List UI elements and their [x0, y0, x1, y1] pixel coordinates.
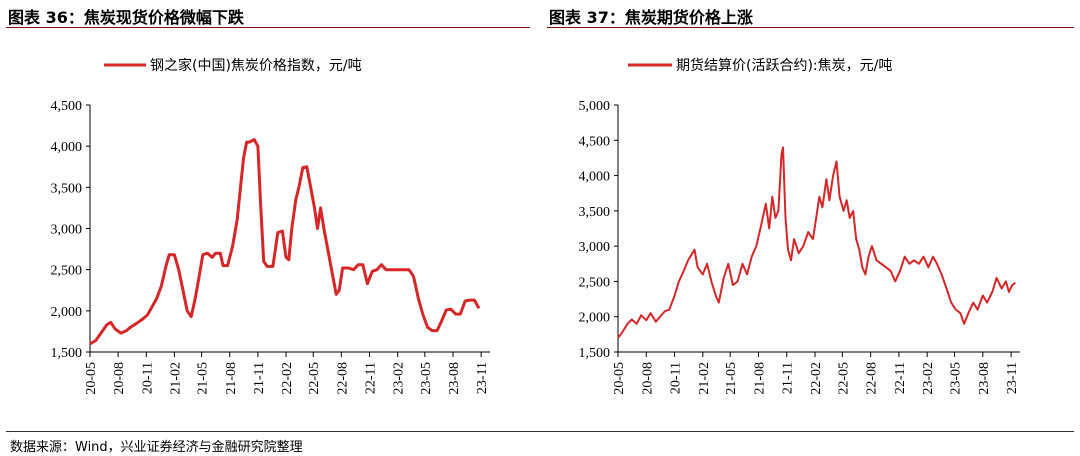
x-tick-label: 21-02 [697, 362, 712, 395]
chart-legend: 期货结算价(活跃合约):焦炭，元/吨 [628, 57, 892, 74]
series-line [89, 138, 481, 346]
x-tick-label: 21-05 [196, 362, 211, 395]
x-tick-label: 20-11 [140, 362, 155, 394]
x-tick-label: 21-02 [168, 362, 183, 395]
x-tick-label: 22-11 [893, 362, 908, 394]
y-tick-label: 1,500 [51, 346, 83, 361]
legend-label: 期货结算价(活跃合约):焦炭，元/吨 [676, 57, 892, 74]
line-chart-coke-spot: 钢之家(中国)焦炭价格指数，元/吨 1,500 2,000 2,500 3,000 3,… [51, 57, 491, 395]
x-tick-label: 23-02 [921, 362, 936, 395]
title-rule-right [547, 27, 1074, 28]
y-tick-label: 2,500 [51, 264, 83, 279]
y-tick-label: 4,000 [51, 140, 83, 155]
y-tick-label: 4,500 [579, 134, 611, 149]
y-tick-label: 3,000 [51, 223, 83, 238]
y-tick-label: 5,000 [579, 99, 611, 114]
x-tick-label: 21-11 [252, 362, 267, 394]
x-tick-label: 21-11 [781, 362, 796, 394]
x-tick-label: 23-11 [475, 362, 490, 394]
title-rule-left [6, 27, 530, 28]
x-tick-label: 22-08 [335, 362, 350, 395]
x-tick-label: 20-05 [84, 362, 99, 395]
x-tick-label: 22-05 [836, 362, 851, 395]
x-axis: 20-05 20-08 20-11 21-02 21-05 21-08 21-11 22-02… [612, 351, 1020, 395]
x-tick-label: 23-05 [949, 362, 964, 395]
legend-label: 钢之家(中国)焦炭价格指数，元/吨 [150, 57, 362, 74]
x-tick-label: 22-02 [280, 362, 295, 395]
footer-rule [6, 431, 1074, 432]
source-note: 数据来源：Wind，兴业证券经济与金融研究院整理 [10, 440, 303, 455]
x-tick-label: 20-11 [669, 362, 684, 394]
x-tick-label: 23-11 [1005, 362, 1020, 394]
x-tick-label: 23-08 [977, 362, 992, 395]
x-tick-label: 23-02 [392, 362, 407, 395]
chart-title-right: 图表 37：焦炭期货价格上涨 [549, 8, 753, 27]
y-tick-label: 2,500 [579, 275, 611, 290]
chart-title-left: 图表 36：焦炭现货价格微幅下跌 [8, 8, 244, 27]
x-tick-label: 22-11 [364, 362, 379, 394]
x-tick-label: 22-05 [307, 362, 322, 395]
y-tick-label: 4,000 [579, 170, 611, 185]
y-tick-label: 3,000 [579, 240, 611, 255]
x-tick-label: 22-02 [809, 362, 824, 395]
x-axis: 20-05 20-08 20-11 21-02 21-05 21-08 21-11 22-02… [84, 351, 490, 395]
y-tick-label: 3,500 [579, 205, 611, 220]
series-line [617, 146, 1016, 339]
x-tick-label: 21-08 [752, 362, 767, 395]
y-axis: 1,500 2,000 2,500 3,000 3,500 4,000 4,500 5,000 [579, 99, 619, 361]
x-tick-label: 20-05 [612, 362, 627, 395]
y-tick-label: 3,500 [51, 181, 83, 196]
y-tick-label: 2,000 [579, 311, 611, 326]
x-tick-label: 20-08 [112, 362, 127, 395]
line-chart-coke-futures: 期货结算价(活跃合约):焦炭，元/吨 1,500 2,000 2,500 3,000 3… [579, 57, 1021, 395]
chart-legend: 钢之家(中国)焦炭价格指数，元/吨 [104, 57, 362, 74]
x-tick-label: 22-08 [865, 362, 880, 395]
x-tick-label: 23-05 [419, 362, 434, 395]
y-tick-label: 4,500 [51, 99, 83, 114]
y-axis: 1,500 2,000 2,500 3,000 3,500 4,000 4,500 [51, 99, 91, 361]
y-tick-label: 2,000 [51, 305, 83, 320]
y-tick-label: 1,500 [579, 346, 611, 361]
x-tick-label: 21-08 [224, 362, 239, 395]
x-tick-label: 21-05 [724, 362, 739, 395]
x-tick-label: 20-08 [640, 362, 655, 395]
x-tick-label: 23-08 [447, 362, 462, 395]
